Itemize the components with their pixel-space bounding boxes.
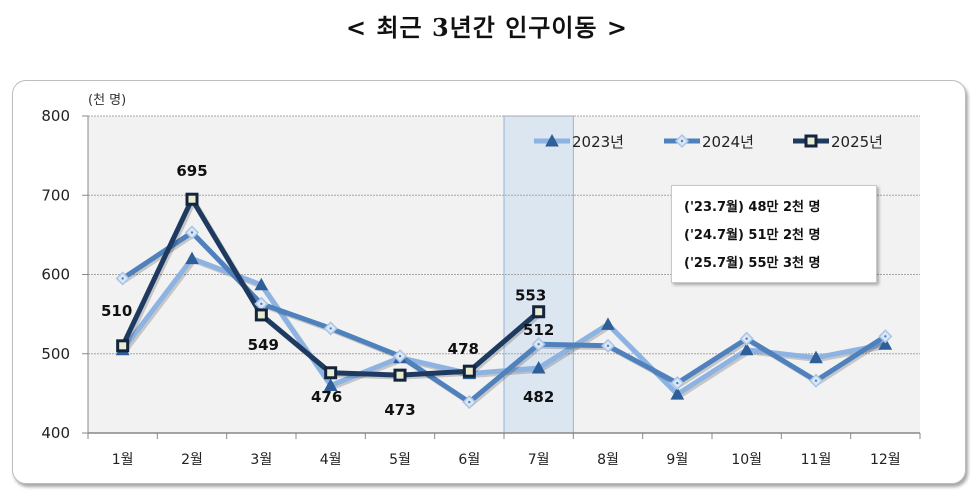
annotation-box: ('23.7월) 48만 2천 명 ('24.7월) 51만 2천 명 ('25… xyxy=(671,185,877,283)
x-tick-label: 12월 xyxy=(870,452,901,468)
y-tick-label: 400 xyxy=(41,424,70,442)
diamond-marker-dot xyxy=(260,302,263,306)
diamond-marker-dot xyxy=(676,381,679,385)
diamond-marker-dot xyxy=(606,344,610,348)
triangle-marker xyxy=(323,378,338,391)
square-marker xyxy=(254,308,268,322)
triangle-marker xyxy=(545,133,559,147)
triangle-marker xyxy=(601,317,615,330)
y-axis-unit: (천 명) xyxy=(88,93,126,108)
square-marker xyxy=(393,368,407,382)
x-tick-label: 5월 xyxy=(389,452,411,468)
data-label: 478 xyxy=(448,340,479,358)
triangle-marker xyxy=(878,337,893,350)
data-label: 553 xyxy=(515,287,546,305)
diamond-marker-dot xyxy=(398,354,402,358)
legend-label: 2025년 xyxy=(831,133,883,151)
diamond-marker-dot xyxy=(537,343,540,346)
annotation-line-2025: ('25.7월) 55만 3천 명 xyxy=(684,256,821,271)
x-tick-label: 11월 xyxy=(801,452,832,468)
diamond-marker-dot xyxy=(680,139,684,143)
y-tick-label: 800 xyxy=(41,107,70,125)
data-label: 473 xyxy=(384,401,415,419)
square-marker xyxy=(324,366,338,380)
data-label: 510 xyxy=(101,302,132,320)
x-tick-label: 8월 xyxy=(597,452,619,468)
triangle-marker xyxy=(185,251,199,265)
diamond-marker-dot xyxy=(814,379,818,382)
square-marker xyxy=(462,364,476,378)
x-tick-label: 9월 xyxy=(666,452,688,468)
x-tick-label: 10월 xyxy=(731,452,762,468)
legend-label: 2024년 xyxy=(702,133,754,151)
square-marker xyxy=(185,192,199,206)
square-marker xyxy=(116,339,130,353)
data-label: 482 xyxy=(523,388,554,406)
diamond-marker-dot xyxy=(884,335,887,338)
square-marker xyxy=(804,134,818,148)
legend: 2023년 2024년 2025년 xyxy=(534,133,883,151)
y-tick-label: 600 xyxy=(41,266,70,284)
triangle-marker xyxy=(739,342,754,356)
x-tick-label: 7월 xyxy=(528,452,550,468)
x-tick-label: 1월 xyxy=(112,452,134,468)
triangle-marker xyxy=(531,360,546,374)
diamond-marker-dot xyxy=(468,400,471,404)
x-tick-label: 2월 xyxy=(181,452,203,468)
data-label: 512 xyxy=(523,321,554,339)
data-label: 549 xyxy=(248,336,279,354)
annotation-line-2023: ('23.7월) 48만 2천 명 xyxy=(684,200,821,215)
triangle-marker xyxy=(809,350,823,364)
diamond-marker-dot xyxy=(121,277,124,280)
annotation-line-2024: ('24.7월) 51만 2천 명 xyxy=(684,228,821,243)
triangle-marker xyxy=(254,277,269,291)
data-label: 476 xyxy=(311,388,342,406)
x-tick-label: 6월 xyxy=(458,452,480,468)
square-marker xyxy=(532,305,546,319)
diamond-marker-dot xyxy=(329,327,332,330)
x-tick-label: 4월 xyxy=(320,452,342,468)
y-tick-label: 700 xyxy=(41,186,70,204)
legend-label: 2023년 xyxy=(572,133,624,151)
data-label: 695 xyxy=(176,162,207,180)
diamond-marker-dot xyxy=(745,337,748,340)
y-tick-label: 500 xyxy=(41,345,70,363)
triangle-marker xyxy=(670,387,685,400)
x-tick-label: 3월 xyxy=(250,452,272,468)
diamond-marker-dot xyxy=(190,231,194,234)
chart-title: < 최근 3년간 인구이동 > xyxy=(346,13,628,42)
